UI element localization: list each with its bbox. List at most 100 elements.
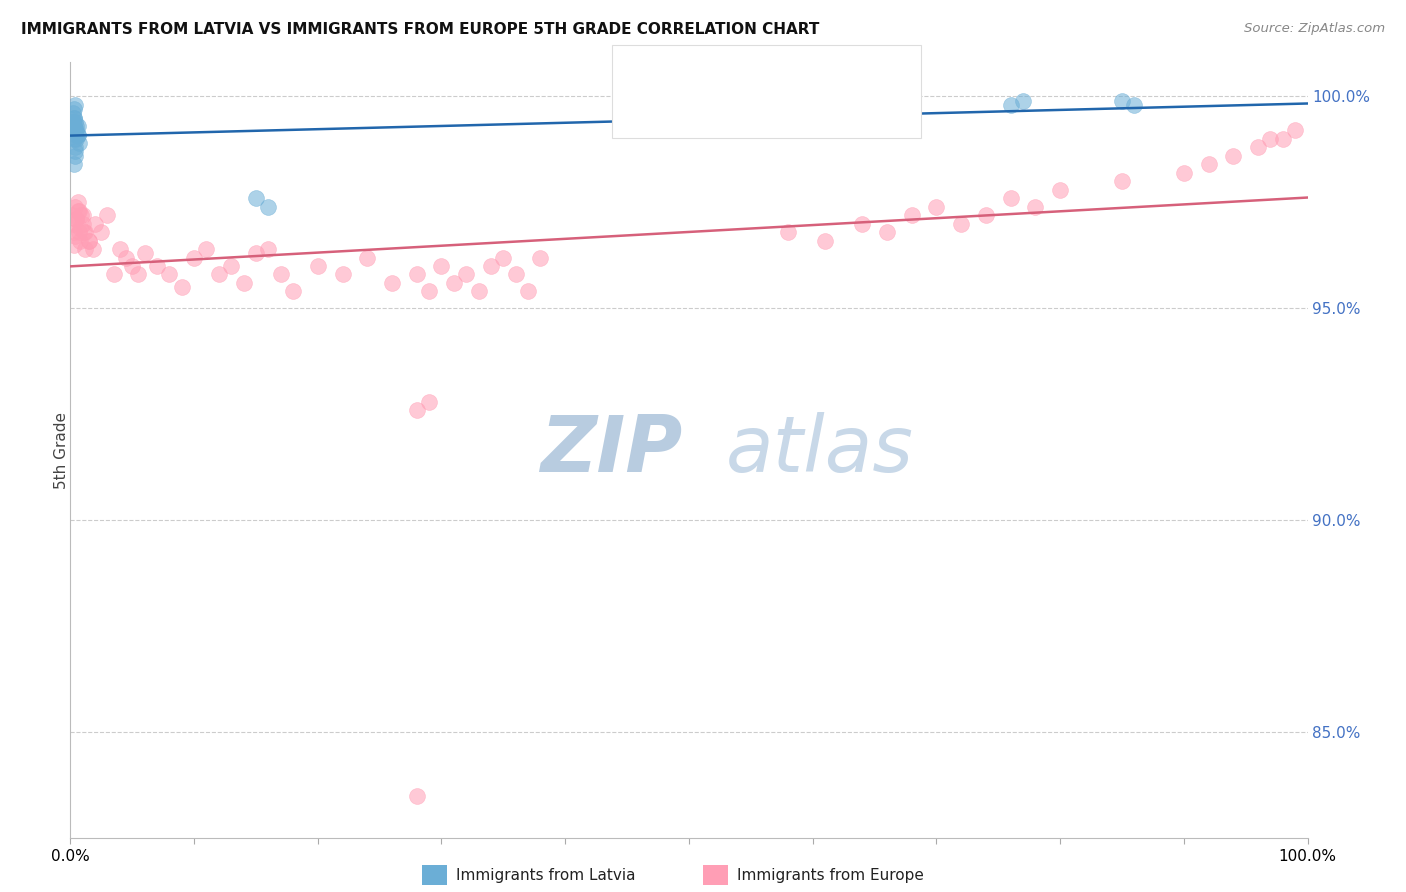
- Point: [103, 268, 125, 282]
- Point: [405, 403, 427, 417]
- Point: [1111, 174, 1133, 188]
- Point: [72, 217, 94, 231]
- Point: [67, 136, 90, 150]
- Point: [157, 268, 180, 282]
- Point: [195, 242, 218, 256]
- Point: [127, 268, 149, 282]
- Point: [82, 242, 104, 256]
- Point: [77, 234, 100, 248]
- Point: [1247, 140, 1270, 154]
- Point: [66, 128, 89, 142]
- Point: [75, 242, 97, 256]
- Point: [1012, 94, 1035, 108]
- Point: [65, 98, 87, 112]
- Point: [492, 251, 515, 265]
- Text: IMMIGRANTS FROM LATVIA VS IMMIGRANTS FROM EUROPE 5TH GRADE CORRELATION CHART: IMMIGRANTS FROM LATVIA VS IMMIGRANTS FRO…: [21, 22, 820, 37]
- Point: [517, 285, 540, 299]
- Point: [1049, 183, 1071, 197]
- Point: [1260, 132, 1282, 146]
- Point: [69, 220, 91, 235]
- Point: [232, 276, 254, 290]
- Point: [183, 251, 205, 265]
- Point: [108, 242, 131, 256]
- Point: [332, 268, 354, 282]
- Point: [1284, 123, 1306, 137]
- Point: [66, 119, 89, 133]
- Point: [257, 242, 280, 256]
- Point: [529, 251, 551, 265]
- Point: [356, 251, 378, 265]
- Point: [430, 259, 453, 273]
- Point: [925, 200, 948, 214]
- Point: [505, 268, 527, 282]
- Point: [65, 123, 87, 137]
- Point: [63, 119, 86, 133]
- Point: [65, 140, 87, 154]
- Point: [776, 225, 799, 239]
- Point: [814, 234, 837, 248]
- Point: [630, 103, 652, 118]
- Point: [67, 203, 90, 218]
- Point: [170, 280, 193, 294]
- Point: [63, 237, 86, 252]
- Point: [65, 229, 87, 244]
- Point: [1000, 98, 1022, 112]
- Point: [69, 234, 91, 248]
- Point: [63, 225, 86, 239]
- Point: [65, 123, 87, 137]
- Point: [974, 208, 997, 222]
- Point: [60, 119, 83, 133]
- Point: [66, 128, 89, 142]
- Point: [65, 132, 87, 146]
- Point: [70, 208, 93, 222]
- Point: [67, 225, 90, 239]
- Point: [65, 119, 87, 133]
- Point: [73, 225, 96, 239]
- Point: [115, 251, 138, 265]
- Point: [66, 195, 89, 210]
- Point: [1123, 98, 1146, 112]
- Point: [66, 203, 89, 218]
- Point: [1271, 132, 1294, 146]
- Point: [281, 285, 304, 299]
- Point: [950, 217, 973, 231]
- Point: [1024, 200, 1046, 214]
- Point: [63, 157, 86, 171]
- Point: [851, 217, 873, 231]
- Point: [72, 208, 94, 222]
- Point: [405, 789, 427, 803]
- Point: [219, 259, 242, 273]
- Point: [245, 191, 267, 205]
- Point: [62, 115, 84, 129]
- Point: [134, 246, 156, 260]
- Point: [630, 62, 652, 77]
- Point: [146, 259, 169, 273]
- Point: [1000, 191, 1022, 205]
- Point: [65, 115, 87, 129]
- Text: Immigrants from Latvia: Immigrants from Latvia: [456, 868, 636, 882]
- Point: [443, 276, 465, 290]
- Point: [62, 115, 84, 129]
- Point: [418, 394, 440, 409]
- Point: [65, 212, 87, 227]
- Point: [90, 225, 112, 239]
- Point: [63, 111, 86, 125]
- Text: Source: ZipAtlas.com: Source: ZipAtlas.com: [1244, 22, 1385, 36]
- Point: [65, 200, 87, 214]
- Point: [63, 132, 86, 146]
- Y-axis label: 5th Grade: 5th Grade: [55, 412, 69, 489]
- Text: R = 0.286   N = 80: R = 0.286 N = 80: [665, 102, 844, 120]
- Point: [75, 225, 97, 239]
- Point: [1111, 94, 1133, 108]
- Point: [270, 268, 292, 282]
- Point: [84, 217, 107, 231]
- Point: [1173, 166, 1195, 180]
- Point: [63, 111, 86, 125]
- Point: [60, 208, 83, 222]
- Point: [65, 212, 87, 227]
- Text: R = 0.434   N = 30: R = 0.434 N = 30: [665, 61, 844, 78]
- Point: [62, 217, 84, 231]
- Point: [900, 208, 922, 222]
- Point: [1198, 157, 1220, 171]
- Point: [77, 234, 100, 248]
